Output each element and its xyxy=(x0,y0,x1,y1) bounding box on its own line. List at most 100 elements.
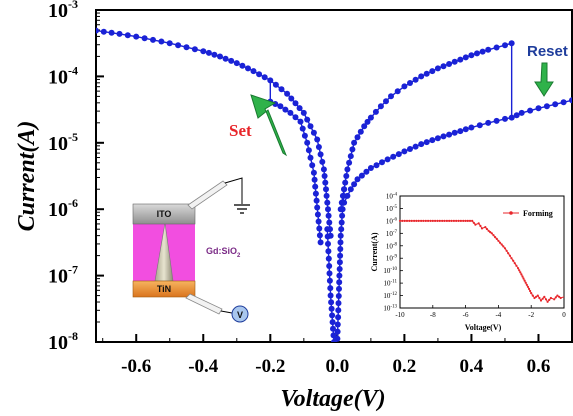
data-point xyxy=(239,63,245,69)
data-point xyxy=(312,177,318,183)
inset-x-tick-label: -6 xyxy=(463,311,469,319)
inset-data-point xyxy=(550,297,552,299)
inset-data-point xyxy=(532,295,534,297)
inset-data-point xyxy=(548,299,550,301)
data-point xyxy=(343,173,349,179)
inset-x-tick-label: -8 xyxy=(430,311,436,319)
inset-y-tick-exp: -8 xyxy=(393,242,398,247)
data-point xyxy=(446,132,452,138)
inset-y-tick-exp: -6 xyxy=(393,217,398,222)
inset-data-point xyxy=(429,220,431,222)
data-point xyxy=(339,220,345,226)
layer-label-sub: 2 xyxy=(237,253,241,259)
inset-y-tick-label: 10-11 xyxy=(384,280,398,288)
inset-data-point xyxy=(469,220,471,222)
data-point xyxy=(273,82,279,88)
data-point xyxy=(330,319,336,325)
data-point xyxy=(311,170,317,176)
data-point xyxy=(418,73,424,79)
inset-y-tick-label: 10-5 xyxy=(386,205,398,213)
inset-data-point xyxy=(553,298,555,300)
y-tick-base: 10 xyxy=(48,133,68,155)
bottom-probe xyxy=(186,294,222,314)
inset-legend-marker xyxy=(509,211,513,215)
inset-data-point xyxy=(529,290,531,292)
y-tick-label: 10-4 xyxy=(48,63,78,88)
data-point xyxy=(378,103,384,109)
data-point xyxy=(552,101,558,107)
y-tick-label: 10-5 xyxy=(48,130,78,155)
data-point xyxy=(117,31,123,37)
data-point xyxy=(338,233,344,239)
data-point xyxy=(396,151,402,157)
inset-data-point xyxy=(401,220,403,222)
inset-data-point xyxy=(504,247,506,249)
data-point xyxy=(452,130,458,136)
data-point xyxy=(494,118,500,124)
data-point xyxy=(474,50,480,56)
inset-data-point xyxy=(515,265,517,267)
y-tick-exp: -8 xyxy=(68,329,78,343)
inset-x-tick-label: -10 xyxy=(395,311,405,319)
inset-data-point xyxy=(547,301,549,303)
inset-data-point xyxy=(537,295,539,297)
y-axis-title: Current(A) xyxy=(14,121,40,232)
inset-data-point xyxy=(420,220,422,222)
bottom-electrode-label: TiN xyxy=(157,284,171,294)
data-point xyxy=(452,59,458,65)
ground-wire xyxy=(225,178,242,204)
data-point xyxy=(206,50,212,56)
inset-data-point xyxy=(502,245,504,247)
data-point xyxy=(337,253,343,259)
data-point xyxy=(401,83,407,89)
data-point xyxy=(293,114,299,120)
inset-data-point xyxy=(425,220,427,222)
data-point xyxy=(435,135,441,141)
inset-data-point xyxy=(474,224,476,226)
data-point xyxy=(358,129,364,135)
inset-data-point xyxy=(512,260,514,262)
data-point xyxy=(457,57,463,63)
inset-data-point xyxy=(460,220,462,222)
data-point xyxy=(335,329,341,335)
inset-data-point xyxy=(448,220,450,222)
inset-data-point xyxy=(527,286,529,288)
data-point xyxy=(544,103,550,109)
reset-annotation: Reset xyxy=(527,43,568,60)
inset-data-point xyxy=(519,271,521,273)
data-point xyxy=(338,226,344,232)
data-point xyxy=(192,46,198,52)
data-point xyxy=(288,96,294,102)
data-point xyxy=(297,105,303,111)
data-point xyxy=(413,77,419,83)
series-line-positive-low-branch xyxy=(344,100,572,202)
x-tick-label: 0.4 xyxy=(460,356,484,377)
data-point xyxy=(480,49,486,55)
data-point xyxy=(308,155,314,161)
data-point xyxy=(463,54,469,60)
inset-data-point xyxy=(404,220,406,222)
inset-data-point xyxy=(418,220,420,222)
data-point xyxy=(519,110,525,116)
inset-x-axis-title: Voltage(V) xyxy=(465,323,502,332)
data-point xyxy=(326,256,332,262)
data-point xyxy=(315,212,321,218)
inset-data-point xyxy=(497,240,499,242)
inset-data-point xyxy=(530,292,532,294)
data-point xyxy=(344,166,350,172)
reset-arrow xyxy=(535,63,553,96)
data-point xyxy=(424,71,430,77)
x-tick-label: 0.6 xyxy=(527,356,551,377)
inset-data-point xyxy=(560,297,562,299)
data-point xyxy=(441,63,447,69)
data-point xyxy=(245,65,251,71)
inset-data-point xyxy=(524,280,526,282)
data-point xyxy=(101,29,107,35)
inset-x-tick-label: -2 xyxy=(528,311,534,319)
inset-data-point xyxy=(540,299,542,301)
data-point xyxy=(304,117,310,123)
inset-data-point xyxy=(517,267,519,269)
inset-legend-label: Forming xyxy=(523,209,553,218)
data-point xyxy=(223,56,229,62)
